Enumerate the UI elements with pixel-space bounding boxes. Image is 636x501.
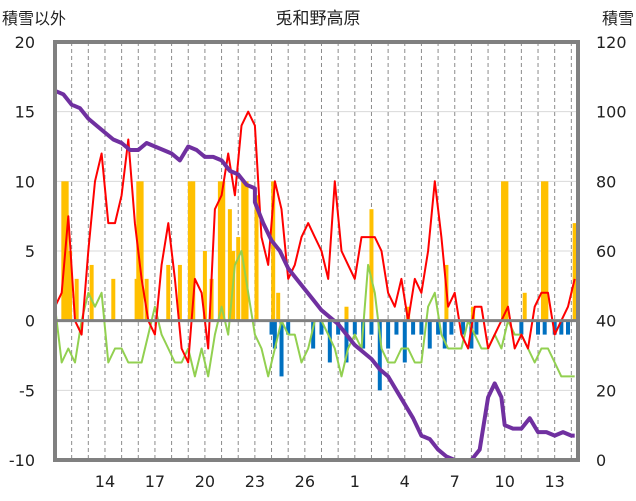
snowfall-bar — [544, 181, 549, 321]
snowfall-bar — [227, 209, 232, 321]
snow_change-bar — [474, 320, 479, 335]
x-tick-label: 26 — [295, 472, 315, 491]
snow_change-bar — [327, 320, 332, 363]
snowfall-bar — [504, 181, 509, 321]
snowfall-bar — [64, 181, 69, 321]
snowfall-bar — [221, 181, 226, 321]
left-tick-label: 5 — [25, 242, 35, 261]
snow_change-bar — [411, 320, 416, 335]
snowfall-bar — [166, 264, 171, 321]
snow_change-bar — [542, 320, 547, 335]
snow_change-bar — [272, 320, 277, 349]
snow_change-bar — [386, 320, 391, 349]
snowfall-bar — [369, 209, 374, 321]
snow_change-bar — [394, 320, 399, 335]
temp_min-line — [54, 250, 575, 378]
temp_max-line — [54, 110, 576, 364]
snow_change-bar — [377, 320, 382, 391]
snow_change-bar — [519, 320, 524, 335]
x-tick-label: 13 — [545, 472, 565, 491]
snow_change-bar — [352, 320, 357, 335]
snowfall-bar — [202, 251, 207, 321]
snow_change-bar — [336, 320, 341, 335]
snowfall-bar — [236, 237, 241, 321]
snow_change-bar — [419, 320, 424, 335]
right-tick-label: 20 — [596, 381, 616, 400]
left-tick-label: 0 — [25, 312, 35, 331]
snow_depth-line — [54, 88, 575, 462]
axes-layer — [53, 40, 580, 462]
snowfall-bar — [61, 181, 66, 321]
snow_change-bar — [427, 320, 432, 349]
snow_change-bar — [402, 320, 407, 363]
x-tick-label: 17 — [145, 472, 165, 491]
snowfall-bar — [217, 181, 222, 321]
snowfall-bar — [271, 181, 276, 321]
right-tick-label: 0 — [596, 451, 606, 470]
snowfall-bar — [187, 181, 192, 321]
x-tick-label: 10 — [495, 472, 515, 491]
snow_change-bar — [442, 320, 447, 349]
snowfall-bar — [67, 251, 72, 321]
snowfall-bar — [522, 292, 527, 321]
snow_change-bar — [269, 320, 274, 335]
plot-frame — [53, 40, 580, 462]
left-tick-label: -10 — [9, 451, 35, 470]
left-axis-label: 積雪以外 — [2, 9, 66, 28]
snowfall-bar — [177, 264, 182, 321]
x-tick-label: 7 — [450, 472, 460, 491]
x-tick-label: 23 — [245, 472, 265, 491]
left-tick-label: 15 — [15, 103, 35, 122]
left-tick-label: 20 — [15, 33, 35, 52]
snow_change-bar — [311, 320, 316, 349]
snow_change-bar — [319, 320, 324, 335]
right-tick-label: 60 — [596, 242, 616, 261]
snow_change-bar — [536, 320, 541, 335]
snow_change-bar — [279, 320, 284, 377]
x-tick-label: 20 — [195, 472, 215, 491]
snow_change-bar — [344, 320, 349, 363]
chart-title: 兎和野高原 — [276, 9, 361, 29]
snowfall-bar — [89, 264, 94, 321]
right-tick-label: 100 — [596, 103, 627, 122]
lines-layer — [54, 88, 576, 462]
snow_change-bar — [566, 320, 571, 335]
snowfall-bar — [111, 278, 116, 321]
snow_change-bar — [369, 320, 374, 335]
x-tick-label: 1 — [350, 472, 360, 491]
left-tick-label: -5 — [19, 381, 35, 400]
right-axis-label: 積雪 — [602, 9, 634, 28]
snow_change-bar — [559, 320, 564, 335]
snowfall-bar — [139, 181, 144, 321]
snowfall-bar — [74, 278, 79, 321]
snowfall-bar — [344, 306, 349, 321]
right-tick-label: 120 — [596, 33, 627, 52]
snowfall-bar — [191, 181, 196, 321]
snowfall-bar — [572, 223, 577, 321]
x-tick-label: 14 — [95, 472, 115, 491]
snowfall-bar — [209, 278, 214, 321]
right-tick-label: 40 — [596, 312, 616, 331]
right-tick-label: 80 — [596, 172, 616, 191]
snowfall-bar — [241, 181, 246, 321]
snowfall-bar — [501, 181, 506, 321]
snowfall-bar — [276, 292, 281, 321]
snowfall-bar — [254, 195, 259, 321]
snow_change-bar — [449, 320, 454, 335]
left-tick-label: 10 — [15, 172, 35, 191]
x-tick-label: 4 — [400, 472, 410, 491]
snow_change-bar — [469, 320, 474, 349]
snow_change-bar — [552, 320, 557, 335]
snowfall-bar — [144, 278, 149, 321]
snow_change-bar — [461, 320, 466, 335]
snowfall-bar — [406, 306, 411, 321]
snow_change-bar — [436, 320, 441, 335]
snowfall-bar — [244, 181, 249, 321]
snowfall-bar — [541, 181, 546, 321]
snow_change-bar — [286, 320, 291, 335]
